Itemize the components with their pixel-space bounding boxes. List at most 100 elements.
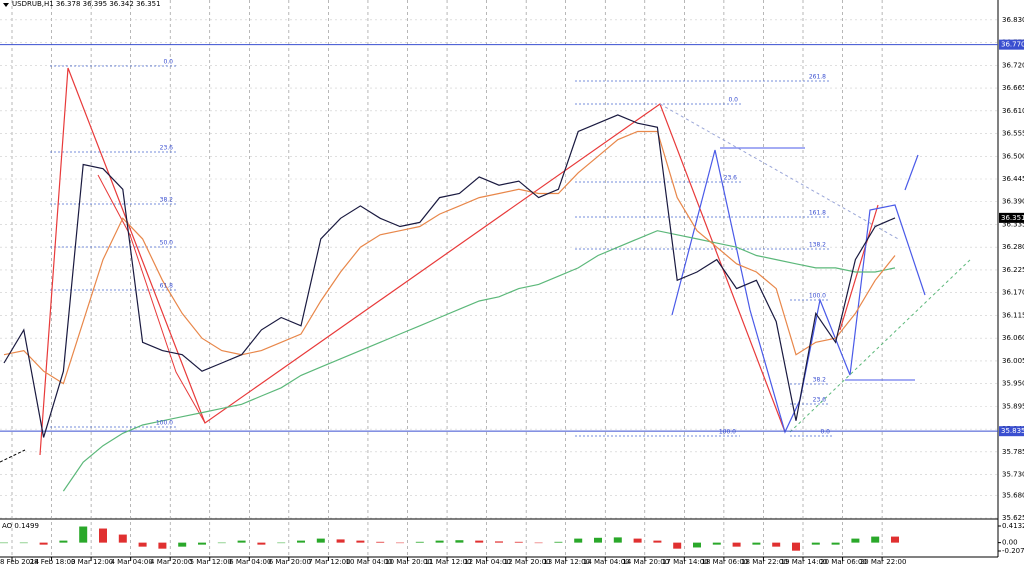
- price-tick-label: 35.625: [1002, 514, 1024, 522]
- ao-bar: [39, 542, 48, 545]
- ao-bar: [673, 542, 682, 549]
- ao-bar: [217, 542, 226, 544]
- ao-bar: [376, 541, 385, 543]
- ao-tick-label: 0.00: [1002, 539, 1018, 547]
- ao-bar: [178, 542, 187, 547]
- series-line: [3, 130, 896, 385]
- time-label: 4 Mar 20:00: [150, 558, 192, 566]
- time-label: 28 Feb 18:00: [30, 558, 76, 566]
- price-tick-label: 36.830: [1002, 16, 1024, 24]
- symbol-title: USDRUB,H1 36.378 36.395 36.342 36.351: [12, 0, 161, 8]
- price-tick-label: 36.390: [1002, 198, 1024, 206]
- plot: [0, 44, 998, 551]
- time-label: 5 Mar 12:00: [190, 558, 232, 566]
- time-label: 10 Mar 04:00: [346, 558, 393, 566]
- fib-label: 0.0: [728, 97, 738, 104]
- price-tick-label: 36.005: [1002, 357, 1024, 365]
- ao-bar: [59, 540, 68, 543]
- ao-bar: [732, 542, 741, 547]
- ao-bar: [831, 542, 840, 545]
- price-tick-label: 36.665: [1002, 84, 1024, 92]
- collapse-icon: [3, 3, 9, 7]
- ao-bar: [752, 542, 761, 545]
- ao-bar: [534, 542, 543, 544]
- ao-bar: [594, 537, 602, 543]
- ao-bar: [475, 540, 484, 543]
- time-label: 4 Mar 04:00: [111, 558, 153, 566]
- fib-label: 100.0: [809, 293, 826, 300]
- level-label: 36.770: [1001, 41, 1024, 49]
- fib-label: 0.0: [820, 429, 830, 436]
- fib-label: 23.6: [813, 397, 827, 404]
- price-tick-label: 36.280: [1002, 243, 1024, 251]
- fib-label: 38.2: [813, 377, 827, 384]
- ao-bar: [396, 542, 404, 544]
- ao-bar: [198, 542, 206, 545]
- price-tick-label: 36.555: [1002, 130, 1024, 138]
- time-label: 14 Mar 04:00: [583, 558, 630, 566]
- ao-title: AO 0.1499: [2, 522, 39, 530]
- fib-label: 138.2: [809, 242, 826, 249]
- price-tick-label: 35.680: [1002, 491, 1024, 499]
- ao-bar: [118, 534, 127, 543]
- ao-bar: [811, 542, 820, 545]
- level-label: 35.835: [1001, 427, 1024, 435]
- series-line: [62, 230, 896, 492]
- fib-label: 61.8: [160, 283, 174, 290]
- ao-bar: [19, 542, 28, 544]
- fib-label: 50.0: [160, 240, 174, 247]
- current-price-box: [999, 212, 1024, 223]
- ao-bar: [633, 538, 642, 543]
- fib-label: 100.0: [156, 420, 173, 427]
- ao-bar: [79, 526, 88, 543]
- time-label: 8 Feb 2014: [0, 558, 40, 566]
- series-line: [3, 114, 896, 438]
- time-label: 11 Mar 12:00: [425, 558, 472, 566]
- ao-bar: [277, 542, 286, 544]
- ao-bar: [99, 528, 107, 543]
- fib-diagonal: [659, 103, 901, 241]
- price-tick-label: 35.895: [1002, 402, 1024, 410]
- ao-bar: [851, 538, 860, 543]
- ao-bar: [712, 542, 721, 545]
- grid: [0, 0, 998, 561]
- price-tick-label: 35.950: [1002, 380, 1024, 388]
- drawn-objects: [0, 67, 973, 463]
- fib-label: 23.6: [724, 175, 738, 182]
- ao-bar: [356, 540, 365, 543]
- ao-bar: [772, 542, 781, 547]
- time-label: 6 Mar 04:00: [229, 558, 271, 566]
- fib-label: 261.8: [809, 74, 826, 81]
- price-tick-label: 36.115: [1002, 311, 1024, 319]
- price-tick-label: 36.445: [1002, 175, 1024, 183]
- fib-label: 100.0: [719, 429, 736, 436]
- ao-bar: [574, 538, 583, 543]
- fib-label: 161.8: [809, 210, 826, 217]
- price-tick-label: 36.060: [1002, 334, 1024, 342]
- ao-bar: [792, 542, 800, 551]
- ao-bar: [514, 541, 523, 543]
- ao-bar: [613, 537, 622, 543]
- ao-bar: [0, 542, 8, 544]
- red-arrow: [839, 204, 879, 331]
- ao-bar: [415, 541, 424, 543]
- red-leg: [97, 174, 206, 424]
- ao-tick-label: 0.4132: [1002, 522, 1024, 530]
- time-label: 3 Mar 12:00: [71, 558, 113, 566]
- time-label: 17 Mar 14:00: [662, 558, 709, 566]
- time-label: 6 Mar 20:00: [269, 558, 311, 566]
- ao-bar: [435, 540, 444, 543]
- price-tick-label: 36.610: [1002, 107, 1024, 115]
- ao-bar: [891, 536, 899, 543]
- time-label: 19 Mar 14:00: [781, 558, 828, 566]
- time-label: 12 Mar 04:00: [464, 558, 511, 566]
- price-tick-label: 35.730: [1002, 471, 1024, 479]
- ao-bar: [336, 539, 345, 543]
- price-tick-label: 36.170: [1002, 289, 1024, 297]
- ao-bar: [653, 540, 662, 543]
- ao-tick-label: -0.2079: [1002, 547, 1024, 555]
- ao-bar: [297, 540, 305, 543]
